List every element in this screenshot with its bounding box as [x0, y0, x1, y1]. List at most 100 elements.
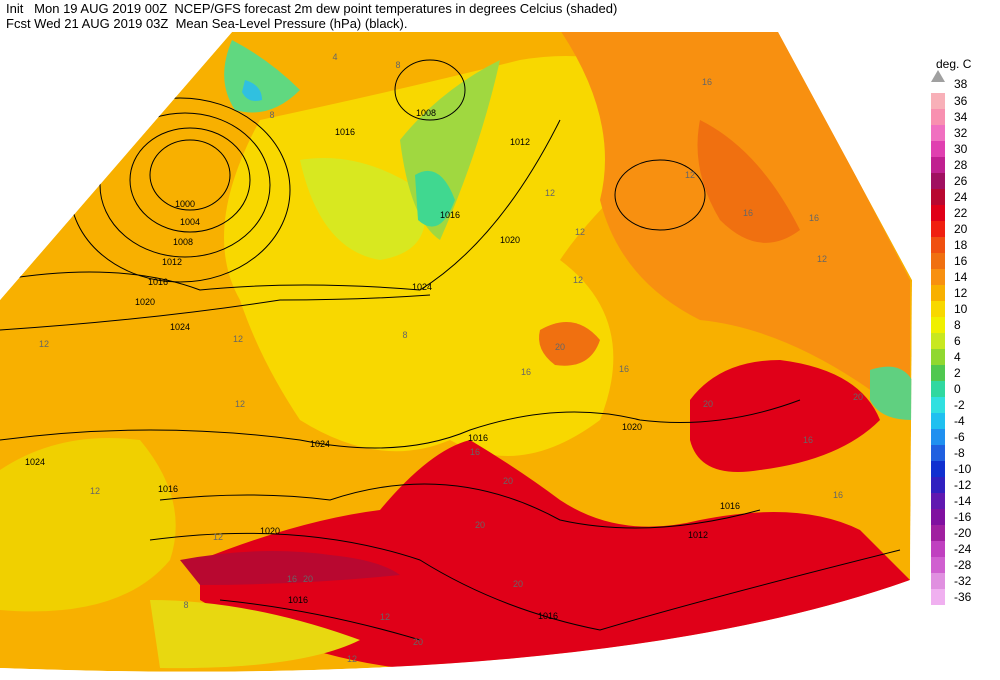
isobar-label: 1024	[170, 322, 190, 332]
legend-swatch	[931, 477, 945, 493]
isobar-label: 1024	[310, 439, 330, 449]
field-teal	[415, 170, 455, 227]
dew-point-label: 12	[235, 399, 245, 409]
dew-point-label: 8	[269, 110, 274, 120]
dew-point-label: 12	[347, 654, 357, 664]
legend-label: -6	[954, 430, 965, 444]
isobar-label: 1024	[25, 457, 45, 467]
isobar-label: 1016	[720, 501, 740, 511]
isobar-label: 1016	[468, 433, 488, 443]
field-yellow	[0, 438, 176, 612]
legend-label: 26	[954, 174, 968, 188]
dew-point-label: 12	[575, 227, 585, 237]
legend-label: 30	[954, 142, 968, 156]
header-line: Fcst Wed 21 AUG 2019 03Z Mean Sea-Level …	[6, 16, 408, 31]
legend-swatch	[931, 285, 945, 301]
isobar-label: 1012	[510, 137, 530, 147]
field-orange	[539, 322, 600, 366]
legend-swatch	[931, 589, 945, 605]
isobar-label: 1020	[500, 235, 520, 245]
legend-swatch	[931, 157, 945, 173]
isobar-label: 1016	[288, 595, 308, 605]
legend-label: 24	[954, 190, 968, 204]
legend-label: 2	[954, 366, 961, 380]
legend-label: 0	[954, 382, 961, 396]
dew-point-label: 12	[545, 188, 555, 198]
dew-point-label: 12	[573, 275, 583, 285]
legend-swatch	[931, 445, 945, 461]
isobar-label: 1024	[412, 282, 432, 292]
isobar-label: 1008	[416, 108, 436, 118]
legend-label: 22	[954, 206, 968, 220]
isobar-label: 1016	[440, 210, 460, 220]
legend-label: 4	[954, 350, 961, 364]
dew-point-label: 16	[521, 367, 531, 377]
isobar-label: 1020	[135, 297, 155, 307]
dew-point-label: 12	[685, 170, 695, 180]
legend-label: 18	[954, 238, 968, 252]
legend-label: -2	[954, 398, 965, 412]
dew-point-label: 20	[703, 399, 713, 409]
legend-swatch	[931, 205, 945, 221]
legend-swatch	[931, 333, 945, 349]
legend-swatch	[931, 573, 945, 589]
dew-point-label: 20	[303, 574, 313, 584]
legend-label: 14	[954, 270, 968, 284]
legend-label: 34	[954, 110, 968, 124]
field-red	[200, 440, 910, 671]
legend-swatch	[931, 509, 945, 525]
isobar-label: 1016	[158, 484, 178, 494]
dew-point-label: 20	[555, 342, 565, 352]
legend-swatch	[931, 349, 945, 365]
dew-point-label: 20	[503, 476, 513, 486]
legend-label: 6	[954, 334, 961, 348]
legend-label: -10	[954, 462, 972, 476]
legend-swatch	[931, 141, 945, 157]
legend-swatch	[931, 397, 945, 413]
legend-label: 12	[954, 286, 968, 300]
dew-point-label: 12	[233, 334, 243, 344]
legend-label: 28	[954, 158, 968, 172]
legend-swatch	[931, 221, 945, 237]
dew-point-label: 12	[380, 612, 390, 622]
isobar-label: 1020	[622, 422, 642, 432]
dew-point-label: 16	[470, 447, 480, 457]
legend-swatch	[931, 365, 945, 381]
legend-swatch	[931, 493, 945, 509]
field-crimson	[180, 551, 400, 585]
legend-swatch	[931, 253, 945, 269]
isobar-label: 1000	[175, 199, 195, 209]
isobar-label: 1012	[162, 257, 182, 267]
legend-label: -32	[954, 574, 972, 588]
dew-point-label: 16	[833, 490, 843, 500]
dew-point-label: 16	[743, 208, 753, 218]
field-teal	[224, 40, 300, 113]
legend-swatch	[931, 557, 945, 573]
dew-point-label: 8	[395, 60, 400, 70]
dew-point-label: 8	[183, 600, 188, 610]
legend-label: 16	[954, 254, 968, 268]
legend-swatch	[931, 541, 945, 557]
legend-label: 10	[954, 302, 968, 316]
legend-swatch	[931, 237, 945, 253]
legend-label: -4	[954, 414, 965, 428]
legend-label: -14	[954, 494, 972, 508]
dew-point-label: 20	[475, 520, 485, 530]
legend-swatch	[931, 269, 945, 285]
legend-label: 20	[954, 222, 968, 236]
dew-point-label: 12	[817, 254, 827, 264]
legend-swatch	[931, 173, 945, 189]
isobar-label: 1020	[260, 526, 280, 536]
dew-point-label: 16	[803, 435, 813, 445]
isobar-label: 1016	[538, 611, 558, 621]
legend-swatch	[931, 525, 945, 541]
legend-swatch	[931, 125, 945, 141]
legend-swatch	[931, 317, 945, 333]
legend-swatch	[931, 461, 945, 477]
isobar-label: 1008	[173, 237, 193, 247]
legend-swatch	[931, 301, 945, 317]
legend-label: -12	[954, 478, 972, 492]
dew-point-label: 4	[332, 52, 337, 62]
legend-swatch	[931, 381, 945, 397]
